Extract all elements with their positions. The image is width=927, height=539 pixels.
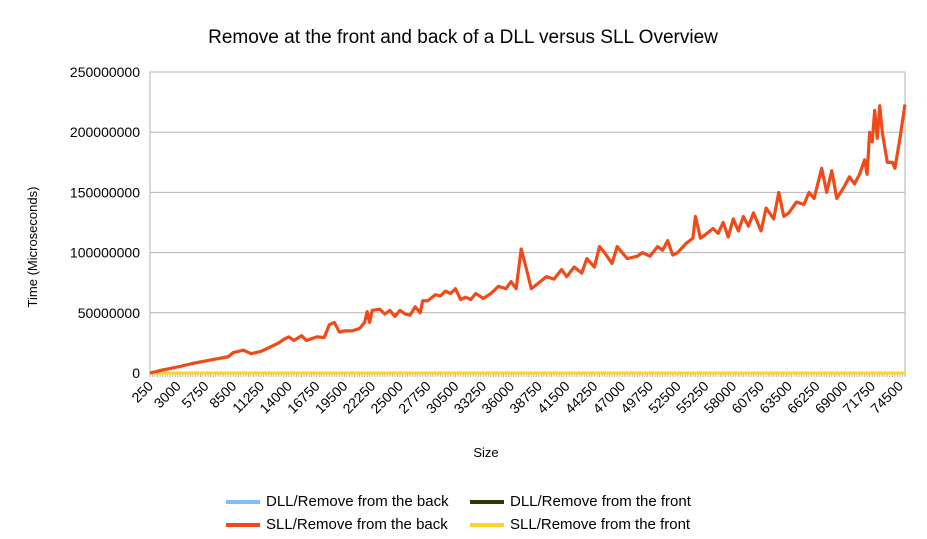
y-tick-label-1: 50000000 (78, 305, 141, 321)
chart-legend: DLL/Remove from the back DLL/Remove from… (0, 490, 927, 536)
y-axis-ticks: 0 50000000 100000000 150000000 200000000 2500… (70, 64, 140, 381)
legend-swatch-sll-back (226, 522, 260, 527)
plot-frame (149, 71, 906, 374)
x-tick-label-1: 3000 (151, 378, 184, 411)
legend-item-sll-back: SLL/Remove from the back (226, 516, 448, 533)
legend-label-dll-front: DLL/Remove from the front (510, 493, 691, 510)
legend-item-sll-front: SLL/Remove from the front (470, 516, 690, 533)
y-axis-label: Time (Microseconds) (25, 187, 40, 308)
x-axis-ticks: 2503000575085001125014000167501950022250… (128, 373, 906, 417)
x-tick-label-2: 5750 (178, 378, 211, 411)
line-chart: Remove at the front and back of a DLL ve… (25, 27, 907, 460)
legend-swatch-dll-back (226, 499, 260, 504)
legend-swatch-sll-front (470, 522, 504, 527)
y-tick-label-5: 250000000 (70, 64, 140, 80)
series-line-2 (149, 104, 907, 375)
legend-item-dll-front: DLL/Remove from the front (470, 493, 691, 510)
gridlines (149, 71, 906, 374)
legend-label-sll-front: SLL/Remove from the front (510, 516, 691, 533)
y-tick-label-0: 0 (132, 365, 140, 381)
x-tick-label-27: 74500 (867, 378, 906, 417)
legend-label-sll-back: SLL/Remove from the back (266, 516, 448, 533)
x-axis-label: Size (473, 445, 498, 460)
series-lines (149, 104, 907, 375)
y-tick-label-3: 150000000 (70, 184, 140, 200)
y-tick-label-4: 200000000 (70, 124, 140, 140)
legend-label-dll-back: DLL/Remove from the back (266, 493, 449, 510)
legend-item-dll-back: DLL/Remove from the back (226, 493, 449, 510)
y-tick-label-2: 100000000 (70, 245, 140, 261)
legend-swatch-dll-front (470, 499, 504, 504)
chart-title: Remove at the front and back of a DLL ve… (208, 27, 718, 48)
